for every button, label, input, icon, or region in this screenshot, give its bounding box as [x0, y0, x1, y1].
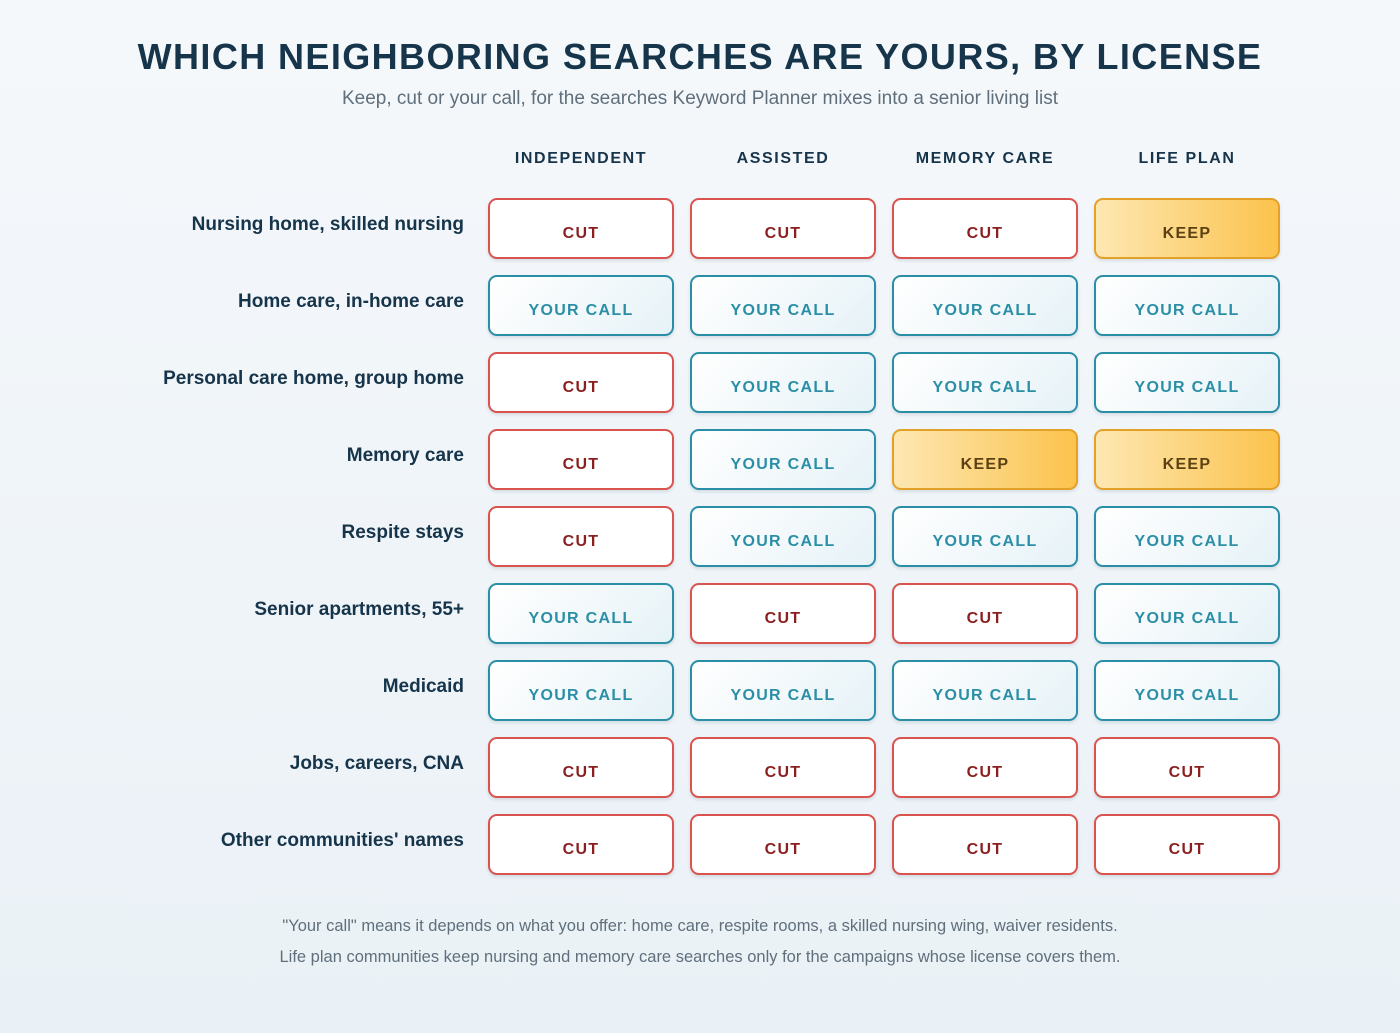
row-cells: CUT CUT CUT CUT	[488, 814, 1280, 875]
cell-call-assisted: YOUR CALL	[690, 352, 876, 413]
grid-row: Medicaid YOUR CALL YOUR CALL YOUR CALL YOUR …	[0, 660, 1400, 721]
cell-cut-life-plan: CUT	[1094, 737, 1280, 798]
cell-call-life-plan: YOUR CALL	[1094, 352, 1280, 413]
grid-row: Other communities' names CUT CUT CUT CUT	[0, 814, 1400, 875]
row-cells: CUT YOUR CALL KEEP KEEP	[488, 429, 1280, 490]
cell-call-independent: YOUR CALL	[488, 660, 674, 721]
column-header-life-plan: LIFE PLAN	[1138, 150, 1236, 167]
decision-grid: Nursing home, skilled nursing CUT CUT CUT KE…	[0, 198, 1400, 891]
cell-call-assisted: YOUR CALL	[690, 429, 876, 490]
cell-call-assisted: YOUR CALL	[690, 506, 876, 567]
cell-cut-independent: CUT	[488, 737, 674, 798]
cell-keep-life-plan: KEEP	[1094, 198, 1280, 259]
column-header-memory-care: MEMORY CARE	[915, 150, 1055, 167]
grid-row: Jobs, careers, CNA CUT CUT CUT CUT	[0, 737, 1400, 798]
grid-row: Home care, in-home care YOUR CALL YOUR CAL…	[0, 275, 1400, 336]
row-cells: YOUR CALL YOUR CALL YOUR CALL YOUR CALL	[488, 275, 1280, 336]
row-label: Respite stays	[341, 522, 464, 543]
row-cells: CUT CUT CUT KEEP	[488, 198, 1280, 259]
footnote-your-call: "Your call" means it depends on what you…	[282, 917, 1118, 935]
cell-call-independent: YOUR CALL	[488, 275, 674, 336]
cell-call-life-plan: YOUR CALL	[1094, 275, 1280, 336]
cell-cut-assisted: CUT	[690, 737, 876, 798]
cell-call-life-plan: YOUR CALL	[1094, 583, 1280, 644]
row-label: Memory care	[346, 445, 464, 466]
page-title: WHICH NEIGHBORING SEARCHES ARE YOURS, BY…	[137, 36, 1263, 77]
cell-cut-assisted: CUT	[690, 814, 876, 875]
cell-call-memory-care: YOUR CALL	[892, 506, 1078, 567]
cell-call-assisted: YOUR CALL	[690, 660, 876, 721]
cell-call-life-plan: YOUR CALL	[1094, 660, 1280, 721]
cell-cut-life-plan: CUT	[1094, 814, 1280, 875]
cell-keep-memory-care: KEEP	[892, 429, 1078, 490]
grid-row: Personal care home, group home CUT YOUR CA…	[0, 352, 1400, 413]
row-cells: YOUR CALL YOUR CALL YOUR CALL YOUR CALL	[488, 660, 1280, 721]
cell-call-independent: YOUR CALL	[488, 583, 674, 644]
row-cells: CUT YOUR CALL YOUR CALL YOUR CALL	[488, 506, 1280, 567]
cell-call-life-plan: YOUR CALL	[1094, 506, 1280, 567]
cell-call-memory-care: YOUR CALL	[892, 275, 1078, 336]
cell-cut-memory-care: CUT	[892, 198, 1078, 259]
cell-cut-assisted: CUT	[690, 198, 876, 259]
grid-row: Nursing home, skilled nursing CUT CUT CUT KE…	[0, 198, 1400, 259]
footnote-life-plan: Life plan communities keep nursing and m…	[279, 948, 1121, 966]
row-label: Senior apartments, 55+	[254, 599, 464, 620]
row-label: Other communities' names	[220, 830, 464, 851]
cell-cut-memory-care: CUT	[892, 814, 1078, 875]
column-headers: INDEPENDENT ASSISTED MEMORY CARE LIFE PL…	[488, 150, 1280, 168]
row-label: Nursing home, skilled nursing	[191, 214, 464, 235]
cell-keep-life-plan: KEEP	[1094, 429, 1280, 490]
cell-cut-independent: CUT	[488, 352, 674, 413]
row-label: Jobs, careers, CNA	[289, 753, 464, 774]
cell-cut-independent: CUT	[488, 198, 674, 259]
column-header-independent: INDEPENDENT	[514, 150, 648, 167]
cell-call-memory-care: YOUR CALL	[892, 352, 1078, 413]
cell-call-assisted: YOUR CALL	[690, 275, 876, 336]
cell-cut-independent: CUT	[488, 429, 674, 490]
cell-cut-independent: CUT	[488, 814, 674, 875]
row-label: Medicaid	[382, 676, 464, 697]
footnotes: "Your call" means it depends on what you…	[0, 911, 1400, 973]
cell-cut-memory-care: CUT	[892, 737, 1078, 798]
column-header-assisted: ASSISTED	[736, 150, 830, 167]
grid-row: Respite stays CUT YOUR CALL YOUR CALL YOUR C…	[0, 506, 1400, 567]
row-label: Home care, in-home care	[238, 291, 464, 312]
page-subtitle: Keep, cut or your call, for the searches…	[342, 88, 1058, 109]
row-cells: YOUR CALL CUT CUT YOUR CALL	[488, 583, 1280, 644]
row-cells: CUT CUT CUT CUT	[488, 737, 1280, 798]
cell-cut-assisted: CUT	[690, 583, 876, 644]
cell-call-memory-care: YOUR CALL	[892, 660, 1078, 721]
cell-cut-independent: CUT	[488, 506, 674, 567]
cell-cut-memory-care: CUT	[892, 583, 1078, 644]
row-cells: CUT YOUR CALL YOUR CALL YOUR CALL	[488, 352, 1280, 413]
grid-row: Senior apartments, 55+ YOUR CALL CUT CUT YOU…	[0, 583, 1400, 644]
grid-row: Memory care CUT YOUR CALL KEEP KEEP	[0, 429, 1400, 490]
row-label: Personal care home, group home	[163, 368, 464, 389]
